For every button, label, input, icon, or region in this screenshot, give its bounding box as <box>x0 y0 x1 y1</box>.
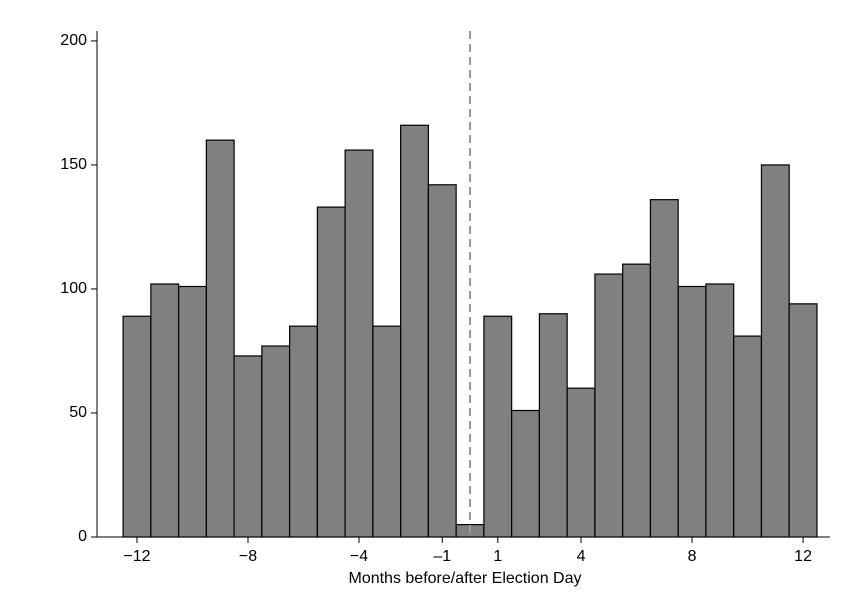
x-tick-label: −8 <box>239 548 257 565</box>
y-tick-label: 0 <box>78 528 87 545</box>
bar <box>233 355 263 538</box>
bar <box>344 149 374 538</box>
bar <box>427 184 457 538</box>
x-tick-label: 8 <box>688 548 697 565</box>
x-tick-label: 1 <box>493 548 502 565</box>
bar <box>566 387 596 538</box>
y-tick-label: 200 <box>60 32 87 49</box>
bar <box>289 325 318 538</box>
x-tick-label: −12 <box>123 548 150 565</box>
bar <box>622 263 652 538</box>
bar <box>760 164 790 538</box>
bar <box>122 315 152 538</box>
bar <box>400 124 429 538</box>
x-tick-label: 4 <box>577 548 586 565</box>
bar <box>483 315 513 538</box>
x-tick-label: 12 <box>794 548 812 565</box>
bar <box>177 285 207 538</box>
bar <box>649 199 679 538</box>
bar <box>594 273 624 538</box>
bar <box>788 303 818 538</box>
bar <box>261 345 291 538</box>
bar <box>372 325 402 538</box>
bar <box>511 409 541 538</box>
bar <box>150 283 180 538</box>
x-axis-title: Months before/after Election Day <box>348 570 581 587</box>
y-tick-label: 150 <box>60 156 87 173</box>
x-tick-label: –1 <box>433 548 451 565</box>
y-tick-label: 50 <box>69 404 87 421</box>
x-tick-label: −4 <box>350 548 368 565</box>
bar <box>205 139 235 538</box>
bar <box>705 283 735 538</box>
bar <box>316 206 346 538</box>
bar <box>733 335 763 538</box>
bar <box>538 313 568 538</box>
y-tick-label: 100 <box>60 280 87 297</box>
bar <box>677 285 707 538</box>
